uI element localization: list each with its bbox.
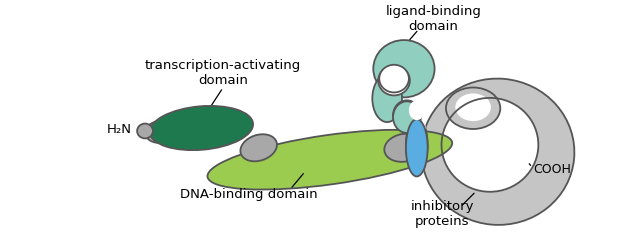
Text: ligand-binding
domain: ligand-binding domain (386, 5, 481, 33)
Text: COOH: COOH (534, 163, 571, 176)
Ellipse shape (442, 98, 539, 192)
Text: H₂N: H₂N (107, 124, 132, 136)
Ellipse shape (421, 79, 575, 225)
Ellipse shape (408, 117, 426, 139)
Ellipse shape (393, 100, 421, 130)
Ellipse shape (406, 119, 428, 176)
Ellipse shape (446, 88, 500, 129)
Text: transcription-activating
domain: transcription-activating domain (145, 59, 301, 87)
Text: inhibitory
proteins: inhibitory proteins (411, 200, 474, 228)
Ellipse shape (241, 134, 277, 161)
Ellipse shape (207, 130, 452, 189)
Ellipse shape (145, 121, 175, 143)
Ellipse shape (137, 124, 153, 138)
Text: DNA-binding domain: DNA-binding domain (180, 188, 318, 201)
Ellipse shape (384, 134, 423, 162)
Ellipse shape (374, 40, 435, 97)
Ellipse shape (379, 65, 409, 93)
Ellipse shape (372, 75, 402, 122)
Ellipse shape (409, 100, 425, 120)
Ellipse shape (378, 66, 410, 95)
Ellipse shape (150, 106, 253, 150)
Ellipse shape (393, 101, 421, 133)
Ellipse shape (406, 118, 428, 172)
Ellipse shape (455, 93, 491, 121)
